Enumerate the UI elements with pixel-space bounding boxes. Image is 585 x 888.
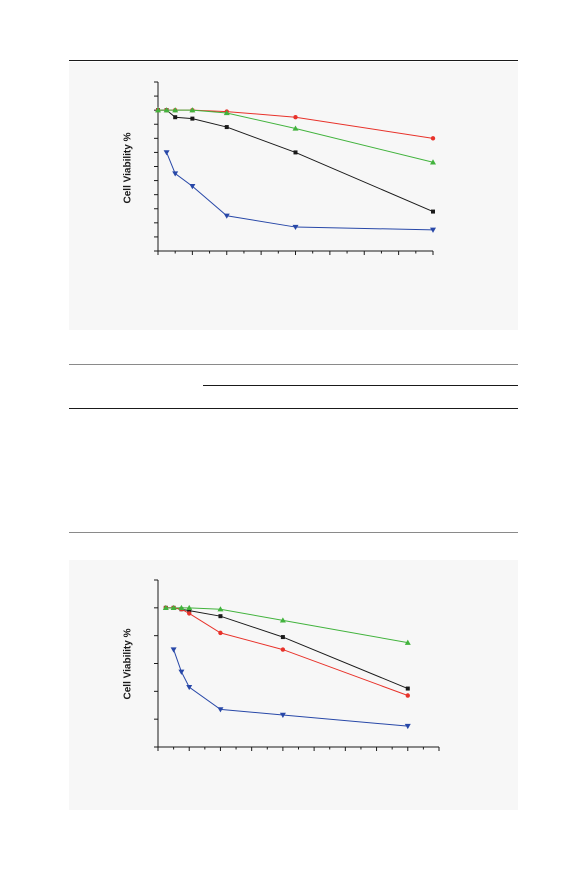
series-2-point-5 [292, 125, 299, 131]
series-2-point-4 [223, 109, 230, 116]
series-3-line [166, 152, 434, 231]
chart-panel-1: Cell Viability % [69, 62, 518, 330]
series-1-point-5 [280, 647, 286, 652]
series-3-point-2 [186, 684, 193, 691]
series-3-point-0 [163, 150, 170, 156]
series-2-point-0 [162, 604, 169, 611]
series-2-point-1 [170, 604, 177, 611]
series-1-point-6 [405, 693, 410, 698]
series-1-point-5 [293, 115, 298, 120]
series-0-line [158, 109, 434, 213]
series-3-point-4 [292, 224, 299, 231]
series-0-point-2 [173, 115, 178, 120]
series-3-point-5 [430, 227, 436, 233]
series-3-point-4 [279, 712, 286, 718]
series-0-point-5 [293, 150, 298, 155]
series-2-point-6 [430, 159, 436, 165]
series-0-line [165, 607, 408, 690]
mid-rule-1 [69, 364, 518, 365]
series-3-point-0 [170, 647, 177, 653]
series-0-point-4 [224, 125, 229, 130]
series-2-point-3 [189, 107, 196, 113]
chart-2-y-axis-label: Cell Viability % [122, 628, 134, 700]
series-2-point-3 [186, 604, 193, 611]
top-rule [69, 60, 518, 61]
series-3-point-3 [223, 213, 230, 219]
series-2-point-6 [404, 639, 411, 645]
chart-1-y-axis-label: Cell Viability % [122, 132, 134, 204]
mid-rule-2 [203, 385, 518, 386]
series-0-point-3 [187, 608, 192, 613]
chart-2 [154, 579, 440, 751]
series-1-point-6 [430, 136, 436, 141]
series-3-point-1 [178, 669, 185, 675]
series-1-line [158, 109, 434, 139]
series-0-point-3 [190, 116, 195, 121]
series-3-line [173, 649, 408, 727]
series-2-point-4 [217, 606, 224, 612]
chart-panel-2: Cell Viability % [69, 560, 518, 810]
series-3-point-3 [217, 707, 224, 713]
series-0-point-5 [280, 635, 285, 640]
series-2-point-5 [279, 617, 286, 623]
series-2-point-0 [155, 107, 161, 113]
series-2-point-2 [172, 107, 179, 113]
series-3-point-1 [172, 171, 179, 177]
series-0-point-6 [431, 209, 435, 214]
series-0-point-4 [218, 614, 223, 619]
bottom-section-rule [69, 532, 518, 533]
series-1-point-4 [218, 630, 223, 636]
chart-1 [154, 81, 436, 255]
series-1-point-3 [187, 611, 192, 616]
series-2-point-2 [178, 604, 185, 611]
series-3-point-2 [189, 184, 196, 190]
series-2-point-1 [163, 107, 170, 113]
series-0-point-6 [405, 686, 410, 691]
series-3-point-5 [404, 723, 411, 730]
mid-rule-3 [69, 408, 518, 409]
